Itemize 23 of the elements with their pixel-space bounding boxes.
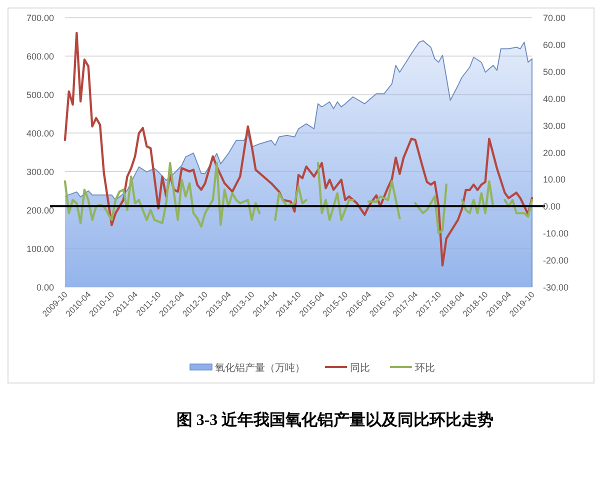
y-tick-label: 0.00 <box>36 282 54 292</box>
y-tick-label: 100.00 <box>26 244 54 254</box>
legend-label: 氧化铝产量（万吨） <box>215 362 305 374</box>
y2-tick-label: 60.00 <box>543 40 566 50</box>
legend-label: 环比 <box>415 362 435 374</box>
y2-tick-label: 50.00 <box>543 66 566 77</box>
y2-tick-label: 0.00 <box>543 202 561 212</box>
y2-tick-label: 30.00 <box>543 120 566 131</box>
y2-tick-label: -30.00 <box>543 282 569 292</box>
y2-tick-label: 10.00 <box>543 174 566 185</box>
y2-tick-label: -10.00 <box>543 228 569 239</box>
y2-tick-label: 20.00 <box>543 148 566 158</box>
y2-tick-label: 70.00 <box>543 13 566 24</box>
y2-tick-label: -20.00 <box>543 256 569 266</box>
y-tick-label: 700.00 <box>26 13 54 24</box>
legend-label: 同比 <box>350 362 370 374</box>
y-tick-label: 400.00 <box>26 128 54 139</box>
y-tick-label: 500.00 <box>26 90 54 100</box>
y-tick-label: 200.00 <box>26 206 54 216</box>
text: 图 3-3 近年我国氧化铝产量以及同比环比走势 <box>176 411 494 429</box>
y-tick-label: 300.00 <box>26 167 54 178</box>
y-tick-label: 600.00 <box>26 52 54 62</box>
y2-tick-label: 40.00 <box>543 94 566 104</box>
